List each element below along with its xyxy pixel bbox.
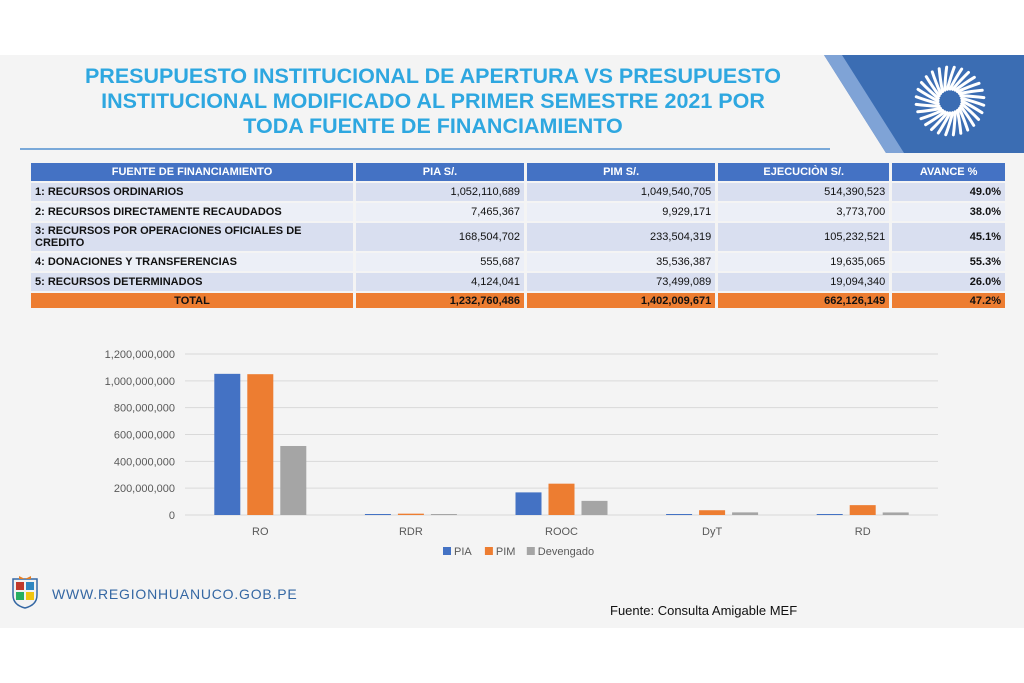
legend-label: PIM	[496, 546, 516, 558]
cell-avance: 55.3%	[892, 253, 1005, 271]
sun-logo-icon	[914, 65, 986, 137]
cell-fuente: 3: RECURSOS POR OPERACIONES OFICIALES DE…	[31, 223, 353, 251]
y-tick-label: 1,200,000,000	[105, 349, 175, 361]
cell-avance: 38.0%	[892, 203, 1005, 221]
bar-devengado-rdr	[430, 514, 457, 515]
cell-ejecucion: 19,635,065	[718, 253, 890, 271]
cell-pia: 7,465,367	[356, 203, 525, 221]
cell-avance: 49.0%	[892, 183, 1005, 201]
bar-pia-dyt	[666, 514, 693, 515]
cell-ejecucion: 105,232,521	[718, 223, 890, 251]
cell-pim: 73,499,089	[527, 273, 716, 291]
cell-fuente: 1: RECURSOS ORDINARIOS	[31, 183, 353, 201]
header-pim: PIM S/.	[527, 163, 716, 181]
x-tick-label: RO	[252, 526, 269, 538]
legend-swatch	[484, 547, 493, 555]
table-total-row: TOTAL 1,232,760,486 1,402,009,671 662,12…	[31, 293, 1005, 308]
bar-pia-rdr	[364, 513, 391, 515]
bar-pim-rdr	[397, 513, 424, 515]
y-tick-label: 1,000,000,000	[105, 376, 175, 388]
legend-swatch	[443, 547, 451, 555]
table-row: 2: RECURSOS DIRECTAMENTE RECAUDADOS 7,46…	[31, 203, 1005, 221]
bar-devengado-rooc	[581, 500, 608, 515]
cell-pia: 4,124,041	[356, 273, 525, 291]
cell-fuente: 4: DONACIONES Y TRANSFERENCIAS	[31, 253, 353, 271]
title-divider	[20, 148, 830, 150]
y-tick-label: 200,000,000	[114, 483, 175, 495]
cell-pim: 35,536,387	[527, 253, 716, 271]
table-row: 1: RECURSOS ORDINARIOS 1,052,110,689 1,0…	[31, 183, 1005, 201]
header-fuente: FUENTE DE FINANCIAMIENTO	[31, 163, 353, 181]
bar-devengado-dyt	[732, 512, 759, 515]
source-note: Fuente: Consulta Amigable MEF	[610, 603, 798, 618]
budget-table: FUENTE DE FINANCIAMIENTO PIA S/. PIM S/.…	[28, 161, 1008, 310]
bar-pim-dyt	[699, 510, 726, 515]
bar-pim-rooc	[548, 483, 575, 515]
legend-label: Devengado	[538, 546, 594, 558]
footer-website-link[interactable]: WWW.REGIONHUANUCO.GOB.PE	[52, 586, 298, 602]
x-tick-label: DyT	[702, 526, 722, 538]
table-row: 4: DONACIONES Y TRANSFERENCIAS 555,687 3…	[31, 253, 1005, 271]
y-tick-label: 0	[169, 510, 175, 522]
cell-pia: 168,504,702	[356, 223, 525, 251]
cell-ejecucion: 3,773,700	[718, 203, 890, 221]
cell-avance: 26.0%	[892, 273, 1005, 291]
title-line-1: PRESUPUESTO INSTITUCIONAL DE APERTURA VS…	[84, 64, 782, 88]
cell-pim: 1,049,540,705	[527, 183, 716, 201]
title-line-2: INSTITUCIONAL MODIFICADO AL PRIMER SEMES…	[101, 89, 765, 113]
cell-total-pia: 1,232,760,486	[356, 293, 525, 308]
page-title: PRESUPUESTO INSTITUCIONAL DE APERTURA VS…	[20, 64, 846, 139]
table-row: 3: RECURSOS POR OPERACIONES OFICIALES DE…	[31, 223, 1005, 251]
cell-total-avance: 47.2%	[892, 293, 1005, 308]
x-tick-label: ROOC	[545, 526, 578, 538]
bar-pim-rd	[849, 505, 876, 515]
cell-pia: 555,687	[356, 253, 525, 271]
regional-emblem-icon	[12, 576, 38, 609]
cell-total-label: TOTAL	[31, 293, 353, 308]
header-ejecucion: EJECUCIÒN S/.	[718, 163, 890, 181]
cell-pim: 9,929,171	[527, 203, 716, 221]
x-tick-label: RDR	[399, 526, 423, 538]
header-pia: PIA S/.	[356, 163, 525, 181]
cell-total-ejecucion: 662,126,149	[718, 293, 890, 308]
cell-ejecucion: 514,390,523	[718, 183, 890, 201]
x-tick-label: RD	[855, 526, 871, 538]
slide: PRESUPUESTO INSTITUCIONAL DE APERTURA VS…	[0, 55, 1024, 628]
cell-fuente: 5: RECURSOS DETERMINADOS	[31, 273, 353, 291]
bar-devengado-ro	[280, 445, 307, 515]
table-header-row: FUENTE DE FINANCIAMIENTO PIA S/. PIM S/.…	[31, 163, 1005, 181]
header-avance: AVANCE %	[892, 163, 1005, 181]
bar-pim-ro	[247, 374, 274, 515]
cell-ejecucion: 19,094,340	[718, 273, 890, 291]
bar-devengado-rd	[882, 512, 909, 515]
title-line-3: TODA FUENTE DE FINANCIAMIENTO	[243, 114, 623, 138]
budget-bar-chart: 0 200,000,000 400,000,000 600,000,000 800,00…	[105, 349, 938, 558]
cell-pim: 233,504,319	[527, 223, 716, 251]
cell-pia: 1,052,110,689	[356, 183, 525, 201]
bar-pia-rd	[816, 514, 843, 515]
table-row: 5: RECURSOS DETERMINADOS 4,124,041 73,49…	[31, 273, 1005, 291]
cell-fuente: 2: RECURSOS DIRECTAMENTE RECAUDADOS	[31, 203, 353, 221]
bar-pia-ro	[214, 373, 241, 515]
cell-total-pim: 1,402,009,671	[527, 293, 716, 308]
y-tick-label: 800,000,000	[114, 403, 175, 415]
legend-label: PIA	[454, 546, 472, 558]
legend-swatch	[526, 547, 535, 555]
bar-pia-rooc	[515, 492, 542, 515]
y-tick-label: 400,000,000	[114, 456, 175, 468]
cell-avance: 45.1%	[892, 223, 1005, 251]
y-tick-label: 600,000,000	[114, 430, 175, 442]
